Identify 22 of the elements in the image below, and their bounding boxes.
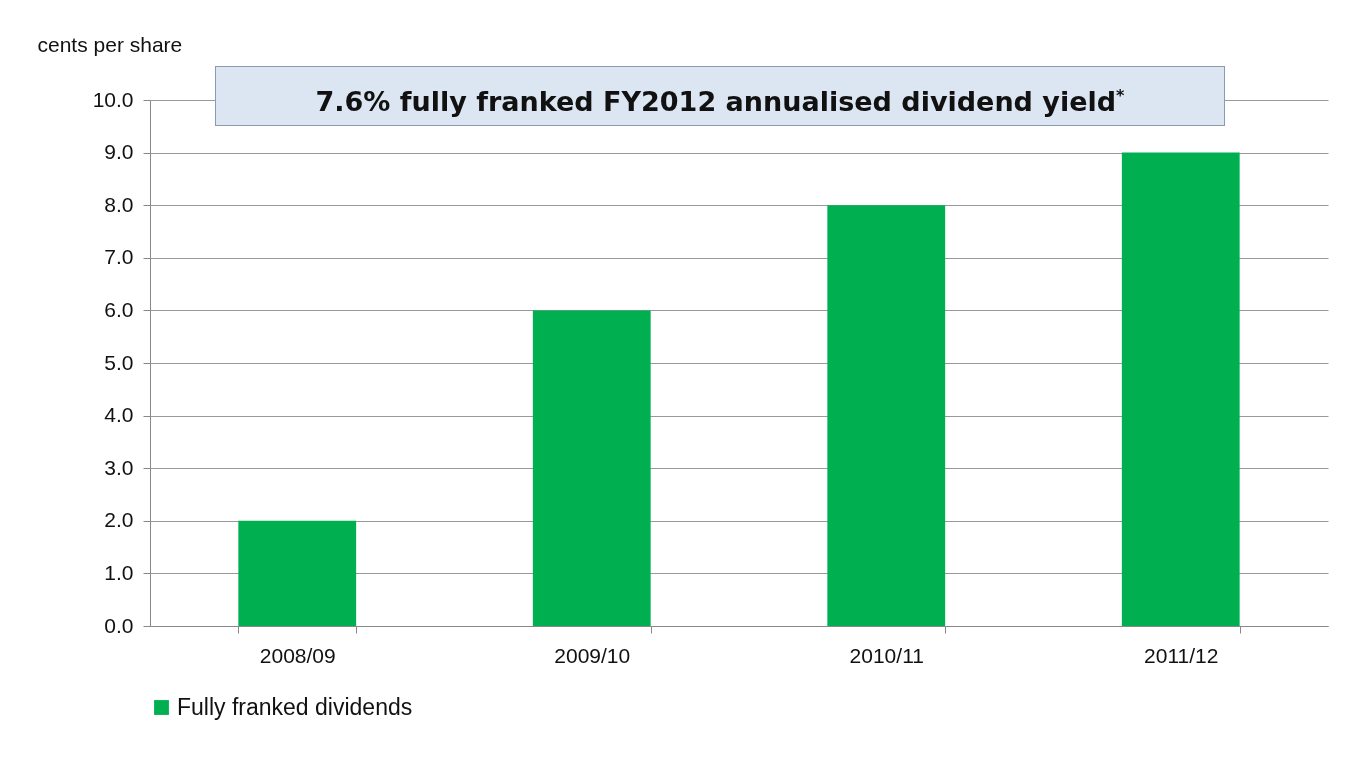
y-tick-label: 9.0: [104, 140, 134, 164]
bar: [827, 205, 946, 626]
y-tick-label: 4.0: [104, 403, 134, 427]
y-tick-label: 7.0: [104, 245, 134, 269]
x-tick-label: 2009/10: [554, 643, 631, 667]
y-axis-title: cents per share: [37, 32, 183, 56]
legend-label: Fully franked dividends: [177, 693, 413, 720]
x-tick-label: 2011/12: [1144, 643, 1219, 667]
x-tick-label: 2010/11: [849, 643, 924, 667]
y-tick-label: 8.0: [104, 192, 134, 216]
bar: [532, 310, 651, 626]
y-tick-label: 1.0: [104, 560, 134, 584]
bar: [1121, 152, 1240, 626]
title-box: 7.6% fully franked FY2012 annualised dividend yield$^{*}$: [215, 66, 1225, 126]
x-tick-label: 2008/09: [259, 643, 336, 667]
y-tick-label: 6.0: [104, 297, 134, 321]
y-tick-label: 5.0: [104, 350, 134, 374]
y-tick-label: 10.0: [92, 87, 134, 111]
y-tick-label: 0.0: [104, 613, 134, 637]
y-tick-label: 2.0: [104, 508, 134, 532]
y-tick-label: 3.0: [104, 455, 134, 479]
bar: [238, 520, 357, 626]
